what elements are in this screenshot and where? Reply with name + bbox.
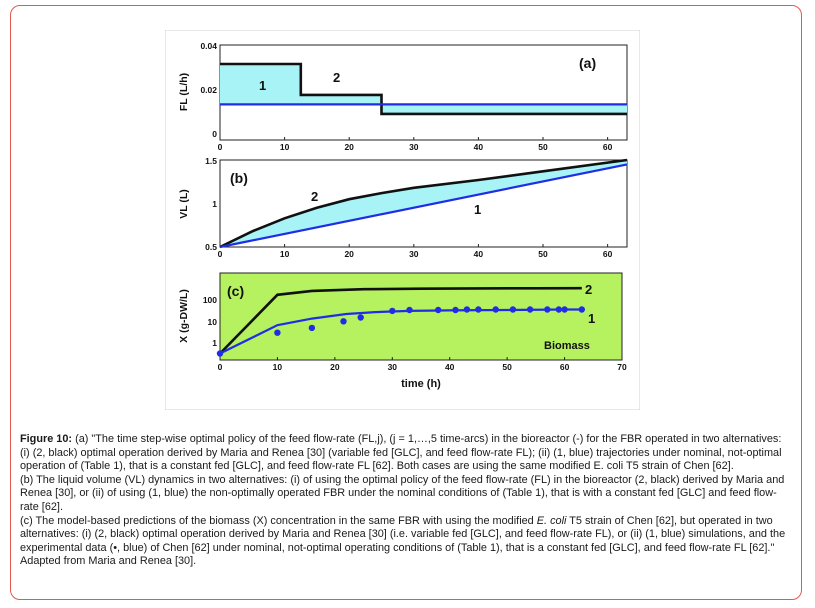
x-tick-label: 30	[409, 142, 419, 152]
panel-c-ytick-0: 100	[203, 295, 217, 305]
panel-b-label-2: 2	[311, 189, 318, 204]
x-tick-label: 0	[218, 249, 223, 259]
x-tick-label: 20	[344, 249, 354, 259]
x-tick-label: 50	[538, 249, 548, 259]
caption-text-c2: T5 strain of Chen [62], but operated in …	[20, 514, 786, 568]
figure-10: (a) 1 2 FL (L/h) 0.04 0.02 0 0 10 20 30 40 50…	[165, 30, 640, 410]
x-tick-label: 40	[474, 142, 484, 152]
panel-b-series-2	[219, 158, 628, 249]
panel-a-ytick-0: 0.04	[200, 41, 217, 51]
panel-c-data-point	[435, 306, 442, 314]
panel-c-data-point	[578, 306, 585, 313]
x-tick-label: 50	[538, 142, 548, 152]
x-tick-label: 70	[617, 362, 627, 372]
caption-text-c-italic: E. coli	[536, 514, 567, 527]
panel-c-label-2: 2	[585, 282, 592, 297]
panel-b-label-1: 1	[474, 202, 481, 217]
panel-c-data-point	[509, 306, 517, 313]
panel-a-label-2: 2	[333, 70, 340, 85]
panel-c-data-point	[492, 306, 499, 313]
panel-c-label-1: 1	[588, 311, 595, 326]
caption-text-b: (b) The liquid volume (VL) dynamics in t…	[20, 473, 785, 513]
caption-text-c1: (c) The model-based predictions of the b…	[20, 514, 537, 527]
x-tick-label: 60	[560, 362, 570, 372]
caption-paragraph-a: Figure 10: (a) "The time step-wise optim…	[20, 433, 790, 474]
panel-c-ylabel: X (g-DW/L)	[178, 289, 190, 343]
panel-a: (a) 1 2 FL (L/h) 0.04 0.02 0 0 10 20 30 40 50…	[178, 41, 628, 152]
panel-c-data-point	[561, 306, 568, 313]
x-tick-label: 40	[474, 249, 484, 259]
panel-c-data-point	[274, 329, 281, 336]
panel-c-data-point	[389, 307, 396, 315]
panel-c-data-point	[463, 306, 471, 313]
panel-b-tag: (b)	[230, 170, 248, 186]
panel-b-ylabel: VL (L)	[178, 189, 190, 219]
figure-svg: (a) 1 2 FL (L/h) 0.04 0.02 0 0 10 20 30 40 50…	[165, 30, 640, 410]
panel-c-data-point	[544, 306, 551, 313]
panel-c-data-point	[452, 306, 459, 314]
panel-a-series-2	[220, 62, 627, 116]
panel-c-annotation: Biomass	[544, 340, 590, 352]
x-tick-label: 30	[409, 249, 419, 259]
x-tick-label: 30	[388, 362, 398, 372]
panel-c-data-point	[526, 306, 534, 313]
x-tick-label: 10	[273, 362, 283, 372]
panel-c-data-point	[406, 306, 413, 314]
x-tick-label: 10	[280, 249, 290, 259]
panel-a-tag: (a)	[579, 55, 596, 71]
panel-c-data-point	[357, 314, 364, 321]
panel-c-xlabel: time (h)	[401, 378, 441, 390]
panel-a-fill-region	[220, 64, 627, 114]
x-tick-label: 50	[502, 362, 512, 372]
panel-c-ytick-2: 1	[212, 338, 217, 348]
panel-a-ylabel: FL (L/h)	[178, 73, 190, 111]
figure-caption: Figure 10: (a) "The time step-wise optim…	[20, 433, 790, 569]
x-tick-label: 20	[344, 142, 354, 152]
panel-b-ytick-2: 0.5	[205, 242, 217, 252]
panel-c-series-2	[219, 286, 582, 355]
panel-a-ytick-1: 0.02	[200, 85, 217, 95]
caption-label: Figure 10:	[20, 433, 73, 445]
panel-c-tag: (c)	[227, 283, 244, 299]
panel-c-data-point	[216, 350, 224, 357]
panel-c: (c) 2 1 Biomass X (g-DW/L) 100 10 1 0 10 2…	[178, 272, 627, 390]
panel-b-series-1	[219, 163, 628, 249]
x-tick-label: 20	[330, 362, 340, 372]
panel-b: (b) 2 1 VL (L) 1.5 1 0.5 0 10 20 30 40 50 60	[178, 156, 628, 259]
panel-c-data-point	[475, 306, 482, 313]
x-tick-label: 0	[218, 362, 223, 372]
x-tick-label: 60	[603, 142, 613, 152]
panel-b-ytick-1: 1	[212, 199, 217, 209]
panel-a-ytick-2: 0	[212, 129, 217, 139]
x-tick-label: 10	[280, 142, 290, 152]
panel-c-ytick-1: 10	[208, 317, 218, 327]
panel-c-data-point	[555, 306, 562, 313]
caption-text-a: (a) "The time step-wise optimal policy o…	[20, 433, 782, 473]
x-tick-label: 60	[603, 249, 613, 259]
panel-c-data-point	[340, 318, 347, 325]
caption-paragraph-b: (b) The liquid volume (VL) dynamics in t…	[20, 474, 790, 515]
panel-a-label-1: 1	[259, 78, 266, 93]
panel-c-data-point	[308, 324, 316, 332]
caption-paragraph-c: (c) The model-based predictions of the b…	[20, 515, 790, 569]
x-tick-label: 0	[218, 142, 223, 152]
panel-b-ytick-0: 1.5	[205, 156, 217, 166]
x-tick-label: 40	[445, 362, 455, 372]
